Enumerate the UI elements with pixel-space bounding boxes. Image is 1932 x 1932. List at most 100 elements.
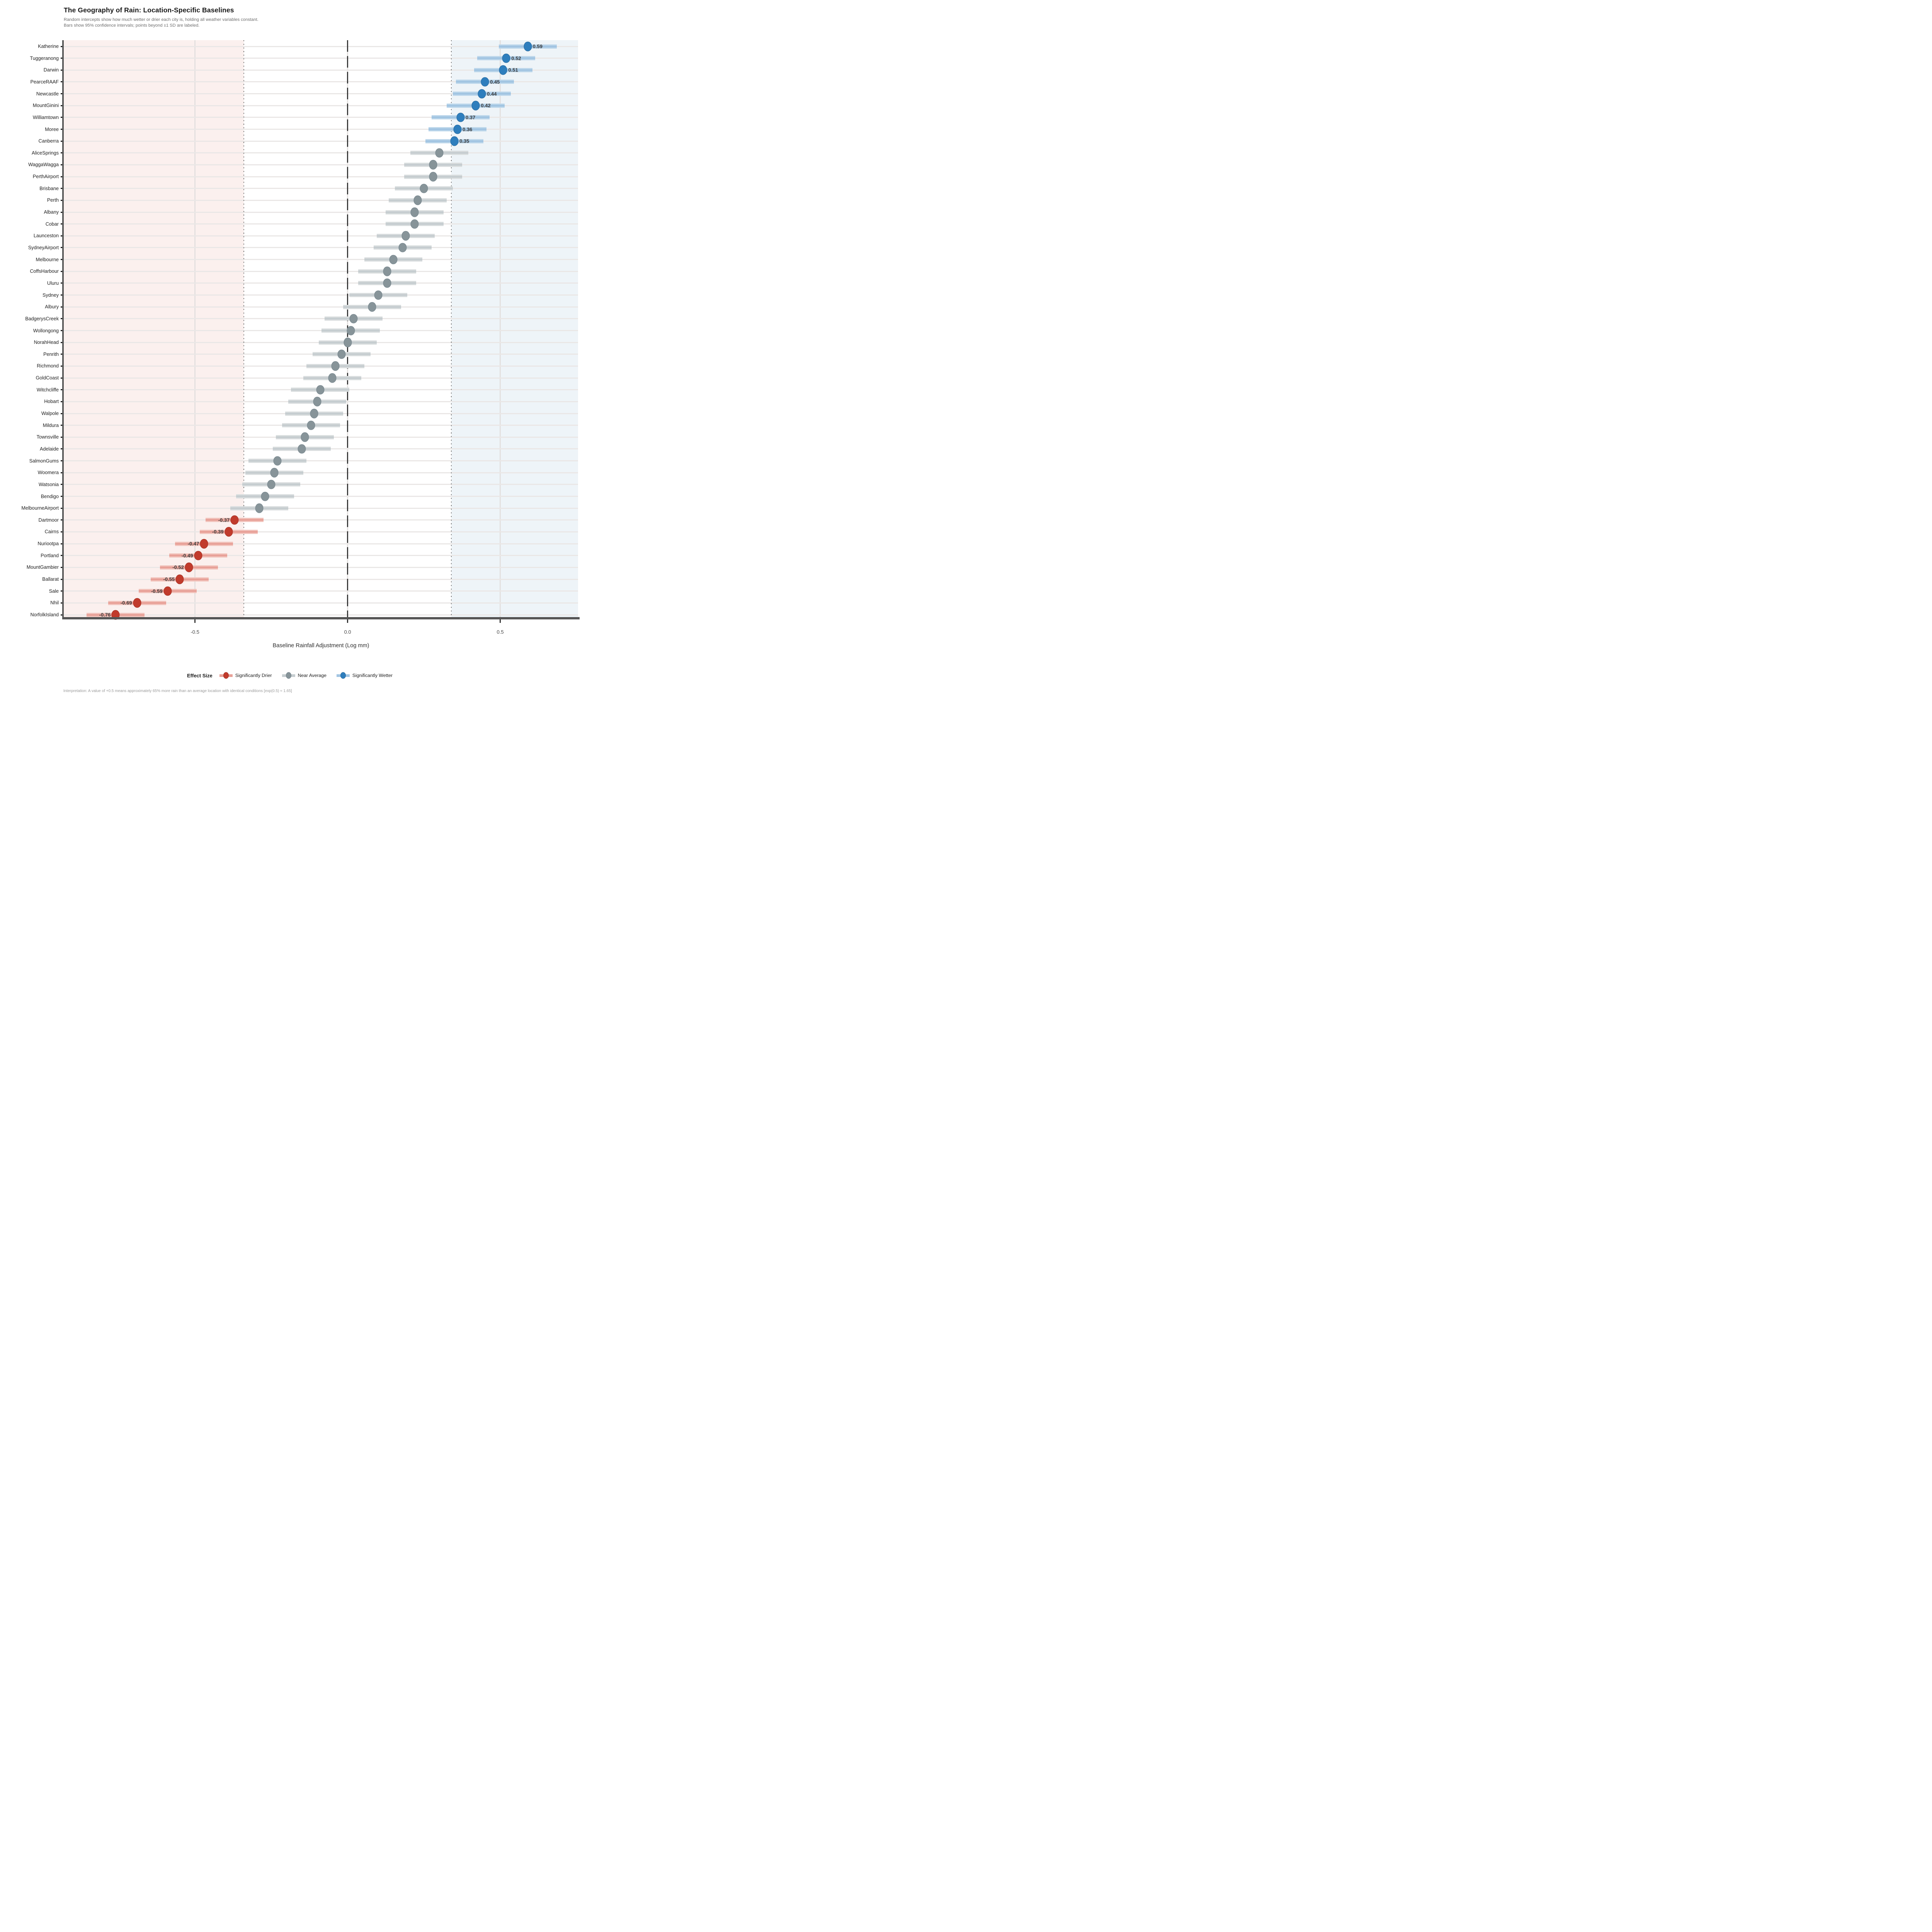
minus-one-sd-line: [243, 40, 245, 617]
data-point-BadgerysCreek: [349, 314, 358, 324]
chart-subtitle-line2: Bars show 95% confidence intervals; poin…: [64, 23, 200, 28]
y-axis-label-Richmond: Richmond: [37, 363, 59, 369]
data-point-Tuggeranong: [502, 53, 510, 63]
value-label-Darwin: 0.51: [508, 67, 518, 73]
y-axis-label-Canberra: Canberra: [38, 138, 59, 144]
value-label-PearceRAAF: 0.45: [490, 79, 500, 85]
y-axis-label-PearceRAAF: PearceRAAF: [30, 79, 59, 85]
data-point-GoldCoast: [328, 373, 337, 383]
data-point-Walpole: [310, 408, 318, 418]
y-gridline: [64, 117, 578, 118]
y-gridline: [64, 519, 578, 521]
value-label-Nhil: -0.69: [120, 600, 132, 606]
data-point-WaggaWagga: [429, 160, 437, 170]
data-point-Penrith: [337, 349, 346, 359]
value-label-Sale: -0.59: [151, 588, 163, 594]
y-axis-label-Tuggeranong: Tuggeranong: [30, 55, 59, 61]
data-point-SydneyAirport: [398, 243, 407, 253]
x-tick-label: 0.0: [344, 629, 351, 635]
data-point-PerthAirport: [429, 172, 437, 182]
x-tick-label: -0.5: [190, 629, 199, 635]
y-gridline: [64, 164, 578, 165]
y-gridline: [64, 69, 578, 71]
y-axis-label-MelbourneAirport: MelbourneAirport: [21, 505, 59, 511]
data-point-MelbourneAirport: [255, 503, 264, 513]
y-gridline: [64, 472, 578, 473]
x-axis-title: Baseline Rainfall Adjustment (Log mm): [272, 643, 369, 649]
y-axis-label-Melbourne: Melbourne: [36, 257, 59, 262]
data-point-Portland: [194, 551, 202, 561]
y-gridline: [64, 318, 578, 320]
y-axis-label-NorfolkIsland: NorfolkIsland: [30, 612, 59, 617]
y-gridline: [64, 484, 578, 485]
y-axis-label-MountGambier: MountGambier: [26, 565, 59, 570]
legend: Effect Size Significantly Drier Near Aver…: [0, 671, 580, 680]
value-label-Portland: -0.49: [181, 553, 193, 559]
y-gridline: [64, 282, 578, 284]
y-axis-label-Adelaide: Adelaide: [39, 446, 59, 452]
value-label-Dartmoor: -0.37: [218, 517, 230, 523]
value-label-Cairns: -0.39: [212, 529, 224, 535]
y-gridline: [64, 140, 578, 142]
y-gridline: [64, 507, 578, 509]
y-axis-label-SydneyAirport: SydneyAirport: [28, 245, 59, 250]
y-gridline: [64, 235, 578, 236]
y-axis-label-Hobart: Hobart: [44, 399, 59, 405]
plus-one-sd-line: [451, 40, 452, 617]
rain-baselines-chart: The Geography of Rain: Location-Specific…: [0, 0, 580, 696]
data-point-Woomera: [270, 468, 279, 478]
value-label-Nuriootpa: -0.47: [187, 541, 199, 547]
y-gridline: [64, 129, 578, 130]
data-point-Cobar: [410, 219, 419, 229]
legend-entry-drier: Significantly Drier: [219, 671, 272, 680]
data-point-MountGambier: [185, 563, 193, 572]
y-axis-label-AliceSprings: AliceSprings: [32, 150, 59, 156]
legend-near-icon: [282, 671, 295, 680]
y-axis-label-Uluru: Uluru: [47, 280, 59, 286]
y-gridline: [64, 46, 578, 47]
y-axis-label-Nhil: Nhil: [50, 600, 59, 606]
y-axis-label-Newcastle: Newcastle: [36, 91, 59, 97]
value-label-Williamtown: 0.37: [465, 114, 476, 121]
data-point-Sale: [163, 586, 172, 596]
legend-wetter-icon: [336, 671, 350, 680]
y-gridline: [64, 105, 578, 106]
footnote: Interpretation: A value of +0.5 means ap…: [63, 689, 292, 693]
y-axis-label-Katherine: Katherine: [38, 44, 59, 49]
y-axis-label-Dartmoor: Dartmoor: [38, 517, 59, 523]
y-gridline: [64, 531, 578, 532]
data-point-Watsonia: [267, 480, 276, 490]
x-tick-label: 0.5: [497, 629, 504, 635]
y-axis-label-Cobar: Cobar: [45, 221, 59, 227]
y-axis-label-CoffsHarbour: CoffsHarbour: [30, 269, 59, 274]
data-point-Launceston: [401, 231, 410, 241]
y-axis-label-Launceston: Launceston: [33, 233, 59, 239]
y-axis-label-Moree: Moree: [45, 126, 59, 132]
value-label-Canberra: 0.35: [459, 138, 469, 144]
y-gridline: [64, 188, 578, 189]
data-point-Wollongong: [347, 326, 355, 335]
data-point-AliceSprings: [435, 148, 444, 158]
legend-entry-wetter: Significantly Wetter: [336, 671, 393, 680]
y-gridline: [64, 223, 578, 225]
y-gridline: [64, 176, 578, 177]
y-gridline: [64, 578, 578, 580]
y-gridline: [64, 211, 578, 213]
y-gridline: [64, 81, 578, 83]
value-label-Katherine: 0.59: [532, 43, 543, 49]
y-gridline: [64, 590, 578, 592]
y-axis-label-Cairns: Cairns: [44, 529, 59, 535]
y-axis-label-Nuriootpa: Nuriootpa: [37, 541, 59, 547]
data-point-Albury: [368, 302, 376, 312]
y-axis-label-Bendigo: Bendigo: [41, 493, 59, 499]
value-label-MountGambier: -0.52: [172, 564, 184, 570]
legend-entry-label: Significantly Drier: [235, 673, 272, 678]
chart-subtitle-line1: Random intercepts show how much wetter o…: [64, 17, 259, 22]
y-axis-label-PerthAirport: PerthAirport: [32, 174, 59, 180]
x-gridline: [500, 40, 501, 617]
data-point-Canberra: [450, 136, 459, 146]
data-point-Perth: [413, 196, 422, 205]
x-tick: [347, 619, 349, 623]
data-point-Melbourne: [389, 255, 398, 264]
legend-entry-label: Significantly Wetter: [352, 673, 393, 678]
